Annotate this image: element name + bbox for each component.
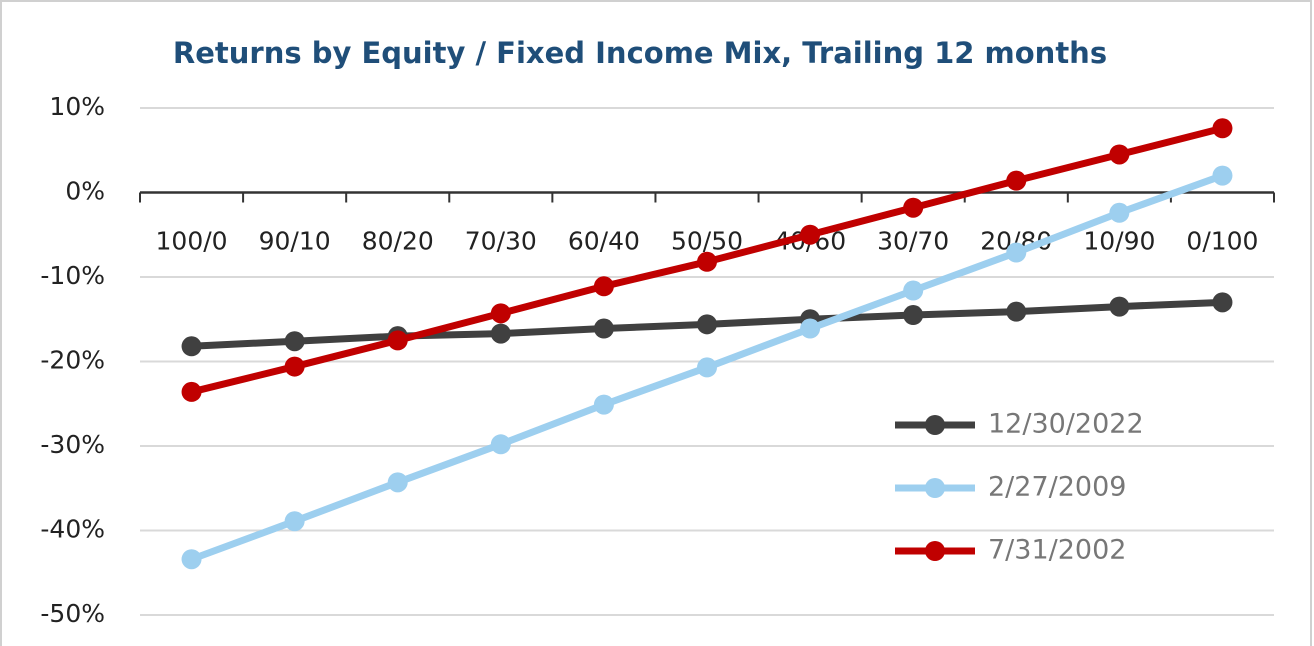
data-point bbox=[387, 330, 408, 351]
legend-label: 7/31/2002 bbox=[988, 535, 1126, 566]
data-point bbox=[284, 511, 305, 532]
legend-marker bbox=[925, 478, 945, 498]
data-point bbox=[387, 472, 408, 493]
data-point bbox=[697, 314, 717, 335]
data-point bbox=[1212, 165, 1233, 186]
legend-marker bbox=[925, 415, 945, 435]
x-tick-label: 70/30 bbox=[465, 227, 537, 256]
data-point bbox=[1109, 296, 1130, 317]
data-point bbox=[181, 381, 202, 402]
y-tick-label: -20% bbox=[40, 346, 105, 375]
y-tick-label: 0% bbox=[65, 177, 105, 206]
data-point bbox=[1006, 301, 1027, 322]
y-tick-label: -50% bbox=[40, 599, 105, 628]
data-point bbox=[697, 251, 717, 272]
data-point bbox=[593, 276, 614, 297]
data-point bbox=[903, 305, 924, 326]
y-tick-label: -30% bbox=[40, 430, 105, 459]
data-point bbox=[181, 336, 202, 357]
legend-marker bbox=[925, 541, 945, 561]
data-point bbox=[593, 394, 614, 415]
data-point bbox=[1006, 242, 1027, 263]
chart-title: Returns by Equity / Fixed Income Mix, Tr… bbox=[173, 36, 1107, 70]
x-tick-label: 50/50 bbox=[671, 227, 743, 256]
data-point bbox=[284, 356, 305, 377]
x-tick-label: 90/10 bbox=[259, 227, 331, 256]
data-point bbox=[490, 323, 511, 344]
data-point bbox=[1109, 144, 1130, 165]
data-point bbox=[490, 434, 511, 455]
x-tick-label: 100/0 bbox=[156, 227, 228, 256]
x-tick-label: 10/90 bbox=[1083, 227, 1155, 256]
data-point bbox=[903, 197, 924, 218]
legend-label: 12/30/2022 bbox=[988, 409, 1144, 440]
data-point bbox=[284, 331, 305, 352]
data-point bbox=[1212, 292, 1233, 313]
x-tick-label: 0/100 bbox=[1186, 227, 1258, 256]
y-tick-label: -10% bbox=[40, 261, 105, 290]
data-point bbox=[181, 549, 202, 570]
data-point bbox=[800, 318, 821, 339]
data-point bbox=[1212, 118, 1233, 139]
data-point bbox=[800, 224, 821, 245]
x-tick-label: 80/20 bbox=[362, 227, 434, 256]
legend-label: 2/27/2009 bbox=[988, 472, 1126, 503]
x-tick-label: 30/70 bbox=[877, 227, 949, 256]
data-point bbox=[697, 357, 717, 378]
data-point bbox=[593, 318, 614, 339]
data-point bbox=[903, 280, 924, 301]
x-tick-label: 60/40 bbox=[568, 227, 640, 256]
data-point bbox=[490, 303, 511, 324]
data-point bbox=[1006, 170, 1027, 191]
y-tick-label: 10% bbox=[49, 92, 105, 121]
data-point bbox=[1109, 202, 1130, 223]
y-tick-label: -40% bbox=[40, 515, 105, 544]
